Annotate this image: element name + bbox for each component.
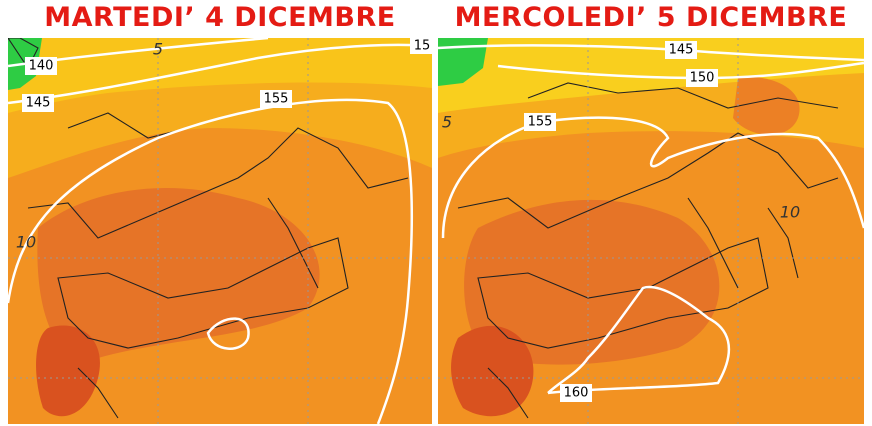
contour-label: 5	[442, 113, 452, 132]
panel-title: MERCOLEDI’ 5 DICEMBRE	[454, 2, 848, 33]
contour-label: 155	[528, 115, 553, 130]
map-right: 145 150 155 160 5 10	[438, 38, 864, 424]
contour-label: 145	[26, 96, 51, 111]
contour-label: 150	[690, 71, 715, 86]
panel-title: MARTEDI’ 4 DICEMBRE	[44, 2, 396, 33]
contour-label: 140 145 155 15 5 10	[16, 38, 432, 252]
contour-label: 10	[16, 233, 36, 252]
map-left: 140 145 155 15 5 10	[8, 38, 432, 424]
contour-labels: 145 150 155 160 5 10	[442, 41, 800, 402]
contour-label: 5	[153, 40, 163, 59]
contour-label: 160	[564, 386, 589, 401]
contour-label: 15	[414, 39, 431, 54]
contour-label: 10	[780, 203, 800, 222]
contour-label: 145	[669, 43, 694, 58]
contour-label: 155	[264, 92, 289, 107]
contour-label: 140	[29, 59, 54, 74]
